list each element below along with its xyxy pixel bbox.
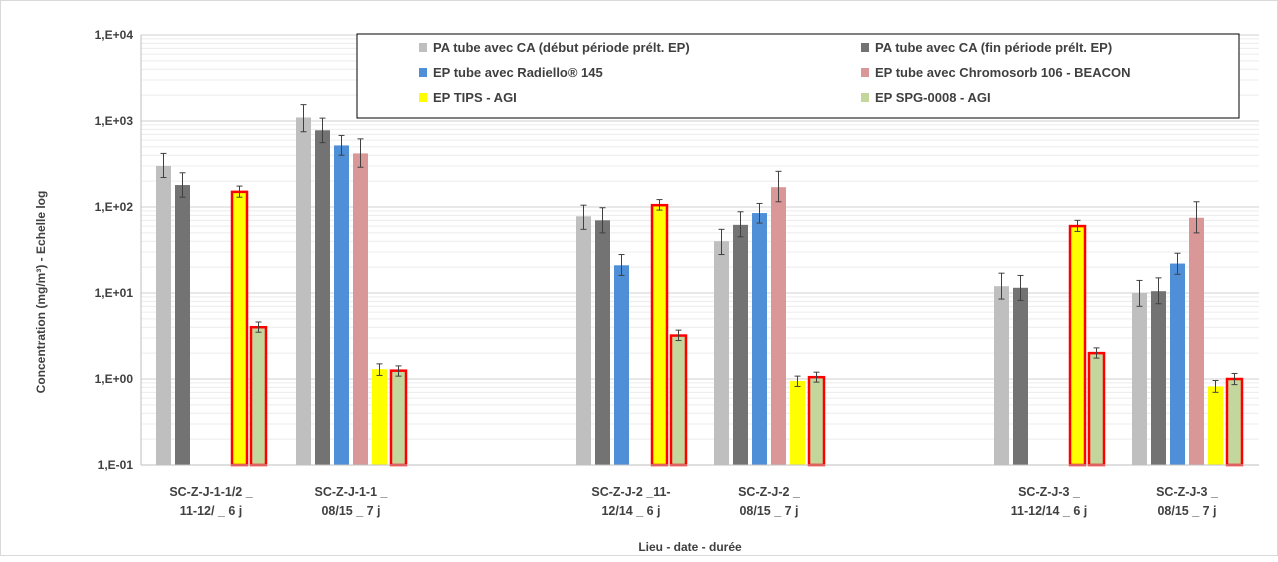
bar: [372, 369, 387, 465]
bar: [994, 286, 1009, 465]
legend-swatch: [419, 43, 427, 52]
x-category-label-line: 12/14 _ 6 j: [601, 504, 660, 518]
bar: [175, 185, 190, 465]
bar: [595, 220, 610, 465]
x-category-label-line: 08/15 _ 7 j: [1157, 504, 1216, 518]
bar: [790, 380, 805, 465]
x-category-label: SC-Z-J-2 _ 08/15 _ 7 j: [738, 485, 801, 518]
y-tick-label: 1,E+01: [95, 286, 134, 300]
y-tick-label: 1,E-01: [98, 458, 134, 472]
x-category-label-line: SC-Z-J-1-1 _: [315, 485, 389, 499]
bar: [614, 265, 629, 465]
bar: [156, 165, 171, 465]
x-category-label-line: 11-12/14 _ 6 j: [1011, 504, 1087, 518]
bar: [334, 145, 349, 465]
x-category-label-line: SC-Z-J-1-1/2 _: [169, 485, 253, 499]
bar: [1087, 351, 1106, 467]
bar: [1068, 224, 1087, 467]
y-tick-label: 1,E+02: [95, 200, 134, 214]
x-category-label: SC-Z-J-2 _11- 12/14 _ 6 j: [591, 485, 670, 518]
bar: [353, 153, 368, 465]
bar: [1151, 291, 1166, 465]
legend-swatch: [861, 93, 869, 102]
y-tick-label: 1,E+00: [95, 372, 134, 386]
y-axis-title: Concentration (mg/m³) - Echelle log: [34, 191, 48, 394]
x-category-label: SC-Z-J-3 _ 08/15 _ 7 j: [1156, 485, 1219, 518]
axes: 1,E-01 1,E+00 1,E+01 1,E+02 1,E+03 1,E+04 SC-Z…: [95, 28, 1259, 518]
bar: [771, 187, 786, 465]
legend-swatch: [861, 43, 869, 52]
bar: [1132, 293, 1147, 465]
bar: [249, 325, 268, 467]
x-category-label-line: SC-Z-J-2 _11-: [591, 485, 670, 499]
legend-swatch: [419, 68, 427, 77]
legend-swatch: [419, 93, 427, 102]
x-category-label-line: 08/15 _ 7 j: [321, 504, 380, 518]
bar: [1170, 263, 1185, 465]
bar: [315, 130, 330, 466]
error-bars: [160, 104, 1238, 393]
bar: [733, 224, 748, 465]
bar: [230, 190, 249, 467]
x-axis-title: Lieu - date - durée: [638, 540, 742, 554]
legend-label: EP SPG-0008 - AGI: [875, 90, 991, 105]
legend-label: EP TIPS - AGI: [433, 90, 517, 105]
x-category-label-line: SC-Z-J-3 _: [1156, 485, 1219, 499]
x-category-label: SC-Z-J-3 _ 11-12/14 _ 6 j: [1011, 485, 1087, 518]
bar: [807, 375, 826, 467]
y-tick-label: 1,E+03: [95, 114, 134, 128]
bar: [389, 369, 408, 467]
x-category-label: SC-Z-J-1-1/2 _ 11-12/ _ 6 j: [169, 485, 253, 518]
bar: [752, 213, 767, 465]
bar: [576, 216, 591, 465]
bar: [1225, 377, 1244, 467]
x-category-label-line: 11-12/ _ 6 j: [180, 504, 243, 518]
x-category-label-line: SC-Z-J-3 _: [1018, 485, 1081, 499]
bar: [650, 203, 669, 467]
bar: [1013, 287, 1028, 465]
legend: PA tube avec CA (début période prélt. EP…: [356, 33, 1240, 119]
x-category-label: SC-Z-J-1-1 _ 08/15 _ 7 j: [315, 485, 389, 518]
legend-box: [356, 33, 1240, 119]
bar: [714, 241, 729, 465]
legend-swatch: [861, 68, 869, 77]
legend-label: PA tube avec CA (début période prélt. EP…: [433, 40, 690, 55]
x-category-label-line: SC-Z-J-2 _: [738, 485, 801, 499]
bar: [669, 334, 688, 467]
legend-label: EP tube avec Chromosorb 106 - BEACON: [875, 65, 1131, 80]
bar: [1208, 386, 1223, 465]
legend-label: EP tube avec Radiello® 145: [433, 65, 603, 80]
bar: [1189, 217, 1204, 465]
y-tick-label: 1,E+04: [95, 28, 134, 42]
x-category-label-line: 08/15 _ 7 j: [739, 504, 798, 518]
bar: [296, 117, 311, 465]
legend-label: PA tube avec CA (fin période prélt. EP): [875, 40, 1112, 55]
